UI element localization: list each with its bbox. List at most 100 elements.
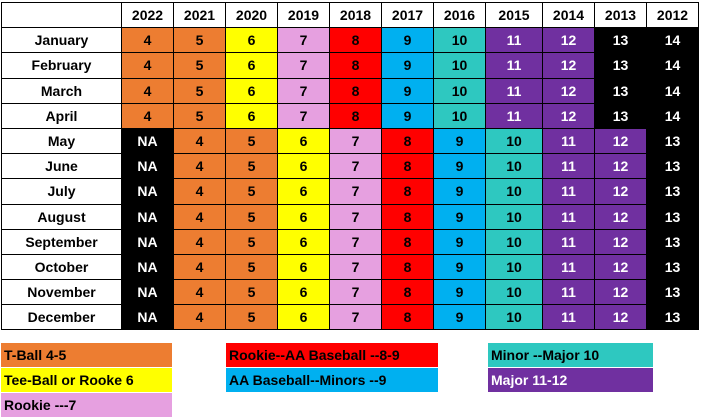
age-cell: 12	[542, 77, 595, 104]
age-cell: 8	[381, 253, 434, 281]
age-cell: 7	[329, 228, 382, 255]
age-cell: 13	[646, 228, 699, 255]
age-cell: 7	[277, 77, 330, 104]
age-cell: 5	[225, 203, 278, 230]
table-row-november: November NA 4 5 6 7 8 9 10 11 12 13	[1, 279, 699, 306]
age-cell: 10	[485, 228, 543, 255]
age-cell: 5	[173, 52, 226, 79]
age-cell: NA	[121, 279, 174, 306]
age-cell: 8	[381, 153, 434, 180]
age-cell: 4	[121, 102, 174, 129]
year-header-2018: 2018	[329, 1, 382, 29]
month-label: May	[1, 127, 122, 155]
age-cell: 10	[485, 203, 543, 230]
age-cell: 4	[173, 228, 226, 255]
age-cell: 10	[485, 153, 543, 180]
age-cell: 5	[225, 279, 278, 306]
age-cell: 7	[329, 253, 382, 281]
age-cell: 4	[121, 27, 174, 54]
legend-rookie-aa: Rookie--AA Baseball --8-9	[226, 343, 438, 367]
age-cell: 4	[121, 52, 174, 79]
age-cell: NA	[121, 203, 174, 230]
age-cell: 5	[225, 304, 278, 331]
age-cell: 6	[277, 279, 330, 306]
age-cell: 10	[433, 52, 486, 79]
age-cell: NA	[121, 127, 174, 155]
age-cell: 12	[594, 228, 647, 255]
age-cell: 6	[225, 27, 278, 54]
legend-rookie: Rookie ---7	[1, 393, 172, 417]
age-cell: 9	[433, 228, 486, 255]
age-cell: 9	[433, 127, 486, 155]
age-cell: 6	[277, 127, 330, 155]
age-cell: 5	[173, 102, 226, 129]
month-label: July	[1, 178, 122, 205]
age-cell: 13	[646, 178, 699, 205]
age-cell: 6	[277, 304, 330, 331]
table-row-april: April 4 5 6 7 8 9 10 11 12 13 14	[1, 102, 699, 129]
legend-major: Major 11-12	[488, 368, 653, 392]
month-label: October	[1, 253, 122, 281]
age-cell: 9	[433, 203, 486, 230]
age-cell: 5	[225, 153, 278, 180]
age-cell: 4	[173, 253, 226, 281]
age-cell: 13	[646, 279, 699, 306]
age-cell: 11	[542, 127, 595, 155]
table-row-october: October NA 4 5 6 7 8 9 10 11 12 13	[1, 253, 699, 281]
legend-teeball-rookie: Tee-Ball or Rooke 6	[1, 368, 172, 392]
age-cell: 4	[173, 153, 226, 180]
age-cell: NA	[121, 178, 174, 205]
month-label: January	[1, 27, 122, 54]
year-header-2014: 2014	[542, 1, 595, 29]
age-cell: 11	[485, 77, 543, 104]
age-cell: 5	[173, 77, 226, 104]
age-cell: 12	[594, 304, 647, 331]
age-cell: 12	[542, 27, 595, 54]
age-cell: 12	[594, 279, 647, 306]
age-cell: 9	[433, 253, 486, 281]
age-cell: 4	[173, 279, 226, 306]
age-cell: 9	[433, 304, 486, 331]
age-cell: 7	[277, 27, 330, 54]
age-cell: 11	[542, 304, 595, 331]
age-cell: 13	[646, 253, 699, 281]
table-row-july: July NA 4 5 6 7 8 9 10 11 12 13	[1, 178, 699, 205]
age-cell: 5	[225, 253, 278, 281]
age-cell: NA	[121, 304, 174, 331]
age-cell: 9	[381, 77, 434, 104]
age-cell: NA	[121, 153, 174, 180]
age-cell: 11	[542, 153, 595, 180]
age-cell: 9	[381, 27, 434, 54]
age-cell: 7	[329, 127, 382, 155]
month-label: March	[1, 77, 122, 104]
age-cell: 6	[277, 178, 330, 205]
age-cell: 8	[381, 127, 434, 155]
age-cell: 11	[542, 279, 595, 306]
legend-tball: T-Ball 4-5	[1, 343, 172, 367]
age-grid-table: 2022 2021 2020 2019 2018 2017 2016 2015 2014 2013…	[1, 1, 699, 331]
age-cell: 10	[485, 127, 543, 155]
age-cell: 12	[594, 253, 647, 281]
age-cell: 4	[173, 203, 226, 230]
table-row-march: March 4 5 6 7 8 9 10 11 12 13 14	[1, 77, 699, 104]
age-cell: 7	[329, 203, 382, 230]
legend-aa-minors: AA Baseball--Minors --9	[226, 368, 438, 392]
age-cell: 5	[225, 228, 278, 255]
age-cell: 13	[646, 304, 699, 331]
age-cell: 14	[646, 102, 699, 129]
age-cell: 6	[225, 102, 278, 129]
year-header-2020: 2020	[225, 1, 278, 29]
month-label: December	[1, 304, 122, 331]
age-cell: 14	[646, 77, 699, 104]
age-cell: 11	[542, 178, 595, 205]
age-cell: 13	[646, 203, 699, 230]
age-cell: 11	[485, 102, 543, 129]
month-label: August	[1, 203, 122, 230]
age-cell: 10	[433, 102, 486, 129]
age-cell: 9	[381, 102, 434, 129]
age-cell: 13	[594, 77, 647, 104]
year-header-2016: 2016	[433, 1, 486, 29]
table-row-june: June NA 4 5 6 7 8 9 10 11 12 13	[1, 153, 699, 180]
age-cell: 10	[485, 279, 543, 306]
